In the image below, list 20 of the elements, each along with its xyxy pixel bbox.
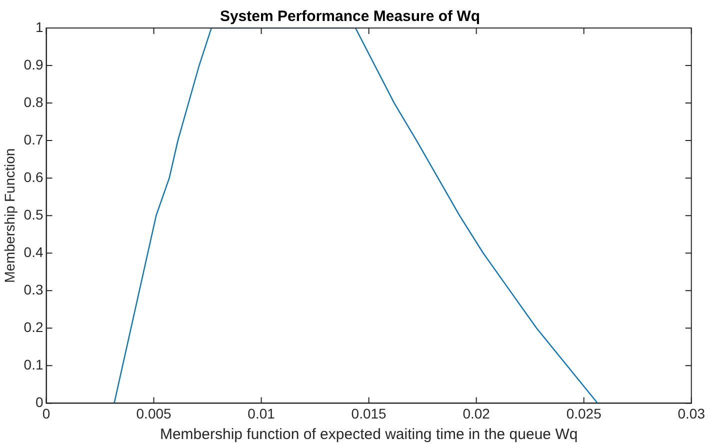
- y-tick-label: 1: [35, 18, 44, 35]
- y-tick-label: 0.3: [24, 282, 44, 298]
- x-tick-label: 0.02: [462, 405, 490, 422]
- y-tick-label: 0.1: [24, 356, 44, 373]
- y-tick-label: 0.9: [24, 56, 44, 72]
- y-axis-title: Membership Function: [1, 148, 18, 283]
- chart-title: System Performance Measure of Wq: [220, 8, 480, 26]
- x-tick-label: 0.015: [351, 405, 387, 422]
- x-tick-label: 0.005: [136, 405, 172, 422]
- x-axis-title: Membership function of expected waiting time in the queue Wq: [160, 426, 578, 444]
- y-tick-label: 0.6: [24, 168, 44, 185]
- y-tick-label: 0.4: [24, 244, 44, 260]
- x-tick-label: 0.01: [248, 405, 276, 422]
- x-tick-label: 0.03: [678, 405, 706, 422]
- y-tick-label: 0.2: [24, 319, 44, 336]
- y-tick-label: 0.5: [24, 206, 44, 222]
- y-tick-label: 0.8: [24, 94, 44, 110]
- x-tick-label: 0.025: [566, 405, 602, 422]
- y-tick-label: 0: [35, 394, 44, 410]
- y-tick-label: 0.7: [24, 131, 44, 148]
